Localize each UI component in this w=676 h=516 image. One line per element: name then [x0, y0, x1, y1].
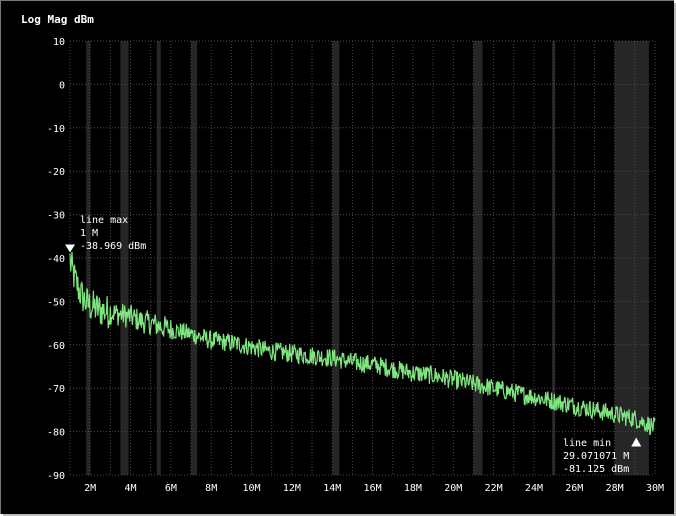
x-tick-label: 4M — [124, 483, 136, 494]
x-tick-label: 2M — [84, 483, 96, 494]
min-marker-icon — [631, 437, 642, 447]
chart-title: Log Mag dBm — [21, 13, 94, 26]
min-marker-label: -81.125 dBm — [563, 464, 629, 475]
y-tick-label: -40 — [47, 254, 65, 265]
x-tick-label: 30M — [646, 483, 664, 494]
band-highlight — [473, 41, 483, 475]
trace-line — [69, 251, 656, 436]
x-tick-label: 28M — [606, 483, 624, 494]
min-marker-label: line min — [563, 438, 611, 449]
x-axis-ticks: 2M 4M 6M 8M 10M 12M 14M 16M 18M 20M 22M 24M 26M 28M 30… — [84, 483, 664, 494]
y-tick-label: -20 — [47, 167, 65, 178]
x-tick-label: 20M — [444, 483, 462, 494]
x-tick-label: 12M — [283, 483, 301, 494]
y-tick-label: -60 — [47, 341, 65, 352]
max-marker-label: 1 M — [80, 228, 98, 239]
grid-lines — [69, 40, 656, 476]
y-tick-label: 10 — [53, 37, 65, 48]
y-tick-label: -30 — [47, 211, 65, 222]
x-tick-label: 26M — [565, 483, 583, 494]
trace-group — [69, 251, 656, 436]
max-marker-icon — [65, 244, 75, 253]
y-tick-label: -70 — [47, 384, 65, 395]
x-tick-label: 8M — [205, 483, 217, 494]
y-tick-label: -90 — [47, 471, 65, 482]
x-tick-label: 22M — [485, 483, 503, 494]
band-highlight — [332, 41, 340, 475]
max-marker-label: line max — [80, 215, 128, 226]
band-highlight — [156, 41, 161, 475]
x-tick-label: 10M — [243, 483, 261, 494]
x-tick-label: 16M — [364, 483, 382, 494]
max-marker-label: -38.969 dBm — [80, 241, 146, 252]
y-tick-label: 0 — [59, 80, 65, 91]
x-tick-label: 24M — [525, 483, 543, 494]
marker-group: line max 1 M -38.969 dBm line min 29.071071 … — [65, 215, 642, 475]
x-tick-label: 18M — [404, 483, 422, 494]
y-tick-label: -10 — [47, 124, 65, 135]
y-axis-ticks: 10 0 -10 -20 -30 -40 -50 -60 -70 -80 -90 — [47, 37, 65, 482]
x-tick-label: 14M — [323, 483, 341, 494]
min-marker-label: 29.071071 M — [563, 451, 629, 462]
band-highlight — [191, 41, 198, 475]
y-tick-label: -80 — [47, 428, 65, 439]
x-tick-label: 6M — [165, 483, 177, 494]
y-tick-label: -50 — [47, 297, 65, 308]
